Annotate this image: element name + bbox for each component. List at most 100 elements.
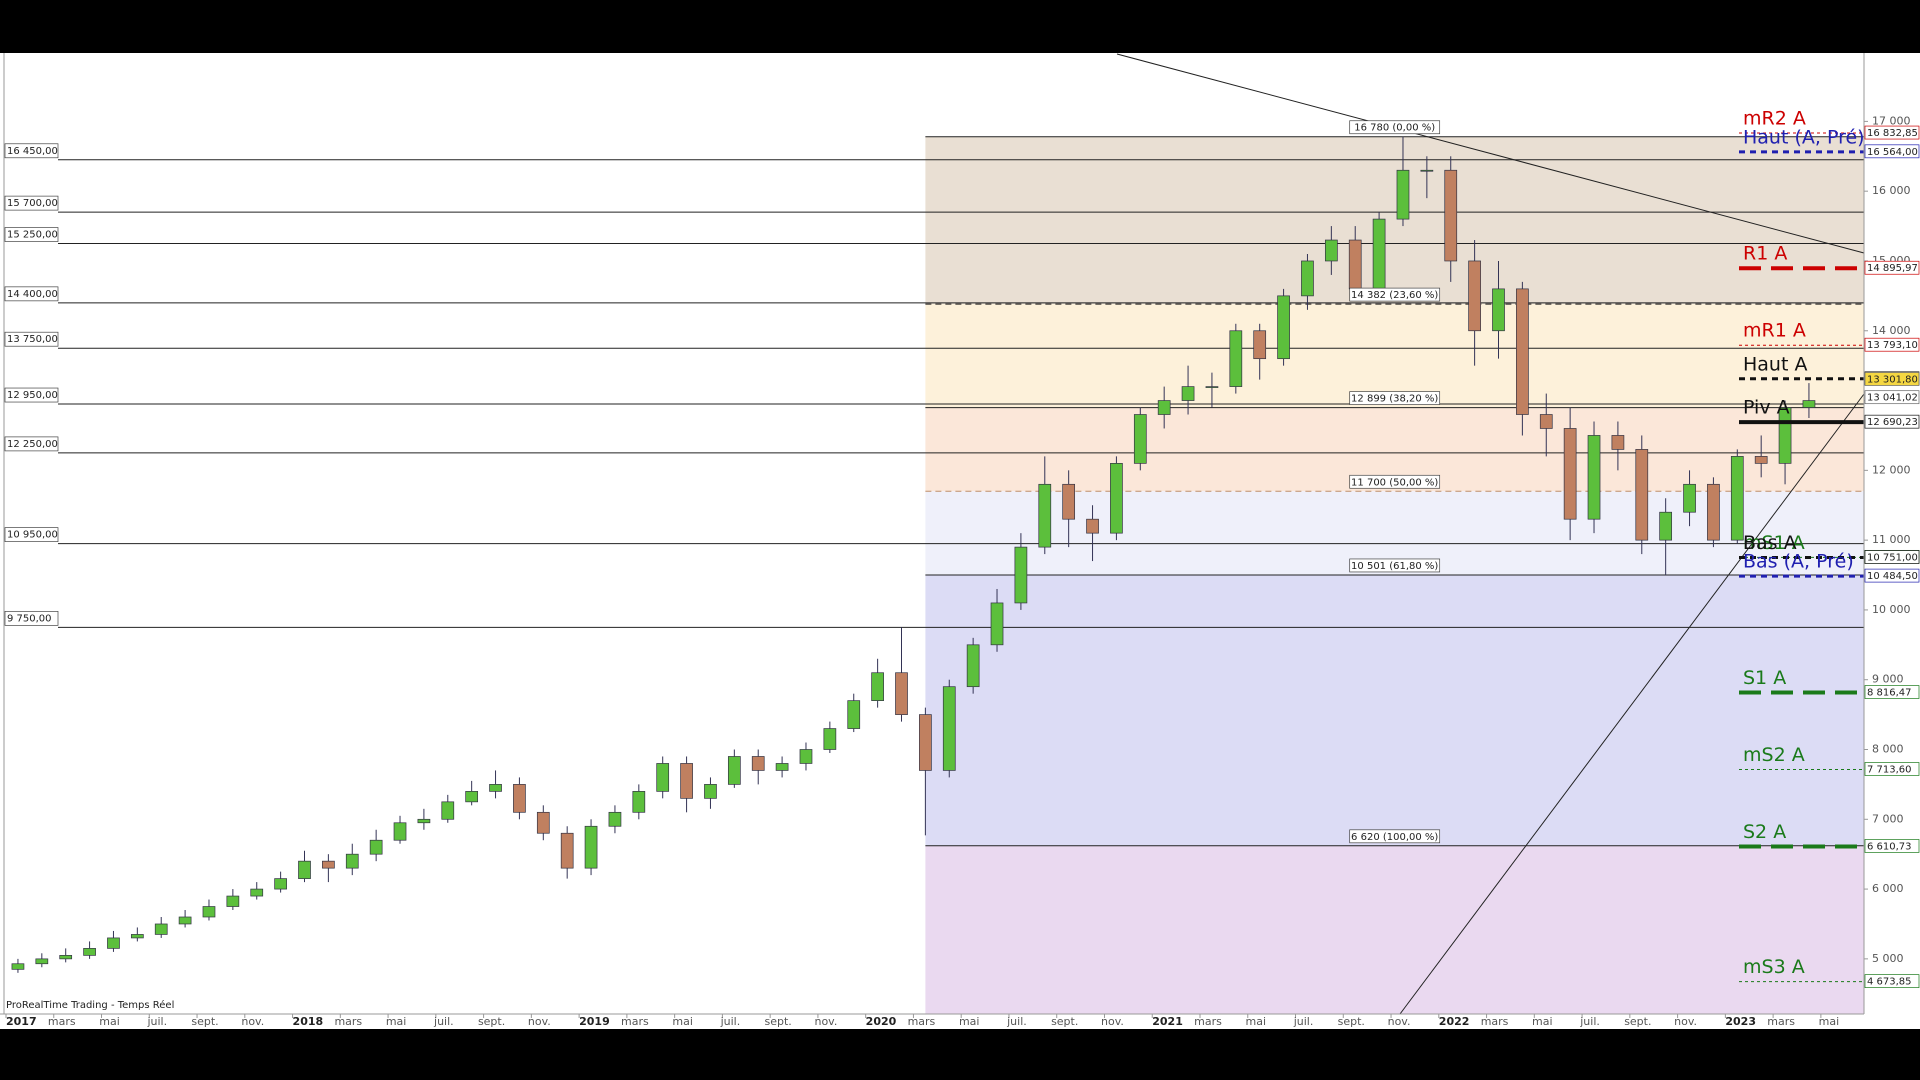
x-tick-label: mars bbox=[908, 1015, 936, 1028]
candle-body bbox=[1038, 483, 1052, 548]
candle-body bbox=[226, 895, 240, 907]
candles bbox=[11, 136, 1816, 973]
candle-body bbox=[799, 749, 813, 764]
price-box bbox=[1864, 390, 1920, 405]
x-tick-label: 2019 bbox=[579, 1015, 610, 1028]
candle-body bbox=[35, 958, 49, 965]
price-box bbox=[1864, 125, 1920, 140]
candle-body bbox=[1587, 435, 1601, 520]
candle-body bbox=[1420, 169, 1434, 172]
x-tick-label: mars bbox=[1767, 1015, 1795, 1028]
levels bbox=[58, 136, 1864, 847]
candle-body bbox=[130, 934, 144, 939]
x-tick-label: mars bbox=[334, 1015, 362, 1028]
level-label: 15 700,00 bbox=[7, 198, 58, 209]
candle-body bbox=[1014, 546, 1028, 604]
x-tick-label: 2018 bbox=[293, 1015, 324, 1028]
candle-body bbox=[584, 825, 598, 869]
candle-body bbox=[1253, 330, 1267, 360]
y-tick-label: 14 000 bbox=[1872, 324, 1911, 337]
candle-body bbox=[1707, 483, 1720, 541]
price-box bbox=[1864, 974, 1920, 988]
candle-body bbox=[298, 860, 311, 879]
y-tick-label: 17 000 bbox=[1872, 114, 1911, 127]
level-label-box bbox=[4, 143, 59, 159]
price-label: 13 793,10 bbox=[1867, 340, 1918, 351]
price-box bbox=[1864, 550, 1920, 564]
candle-body bbox=[990, 602, 1004, 646]
x-tick-label: nov. bbox=[1101, 1015, 1124, 1028]
pivot-label: mR2 A bbox=[1743, 108, 1806, 130]
x-tick-label: mars bbox=[1194, 1015, 1222, 1028]
x-tick-label: sept. bbox=[1051, 1015, 1078, 1028]
pivot-label: Bas (A, Pré) bbox=[1743, 551, 1854, 573]
fib-zone bbox=[925, 136, 1864, 305]
candle-body bbox=[441, 801, 455, 820]
price-label: 7 713,60 bbox=[1867, 764, 1912, 775]
candle-body bbox=[250, 888, 264, 897]
y-tick-label: 7 000 bbox=[1872, 812, 1904, 825]
pivot-label: mS3 A bbox=[1743, 956, 1805, 978]
candle-body bbox=[1229, 330, 1243, 387]
fib-label: 11 700 (50,00 %) bbox=[1351, 477, 1438, 488]
level-label: 12 250,00 bbox=[7, 439, 58, 450]
level-label-box bbox=[4, 611, 59, 626]
fib-label-box bbox=[1349, 391, 1441, 405]
candle-body bbox=[1802, 400, 1816, 408]
price-label: 4 673,85 bbox=[1867, 977, 1912, 988]
pivot-label: Bas A bbox=[1743, 532, 1797, 554]
x-tick-label: mai bbox=[1246, 1015, 1267, 1028]
price-box bbox=[1864, 685, 1920, 699]
candle-body bbox=[632, 791, 646, 813]
x-tick-label: juil. bbox=[1579, 1015, 1600, 1028]
level-label: 12 950,00 bbox=[7, 390, 58, 401]
price-box bbox=[1864, 372, 1920, 386]
candle-body bbox=[1062, 483, 1076, 520]
x-tick-label: nov. bbox=[241, 1015, 264, 1028]
candle-body bbox=[1324, 239, 1338, 262]
x-tick-label: 2017 bbox=[6, 1015, 37, 1028]
candle-body bbox=[1277, 295, 1290, 360]
candle-body bbox=[83, 948, 96, 956]
x-tick-label: mai bbox=[386, 1015, 407, 1028]
fib-label-box bbox=[1349, 120, 1441, 135]
candle-body bbox=[1730, 456, 1744, 541]
fib-label: 14 382 (23,60 %) bbox=[1351, 290, 1438, 301]
fib-label: 16 780 (0,00 %) bbox=[1354, 123, 1435, 134]
level-label: 15 250,00 bbox=[7, 230, 58, 241]
price-label: 10 751,00 bbox=[1867, 553, 1918, 564]
candle-body bbox=[1563, 428, 1577, 520]
price-label: 8 816,47 bbox=[1867, 688, 1912, 699]
y-tick-label: 9 000 bbox=[1872, 673, 1904, 686]
candle-body bbox=[919, 714, 932, 771]
candle-body bbox=[1372, 218, 1386, 290]
price-label: 12 690,23 bbox=[1867, 417, 1918, 428]
fib-zone bbox=[925, 574, 1864, 846]
x-tick-label: juil. bbox=[1006, 1015, 1027, 1028]
x-tick-label: nov. bbox=[528, 1015, 551, 1028]
candle-body bbox=[369, 839, 383, 855]
x-tick-label: nov. bbox=[1388, 1015, 1411, 1028]
pivot-label: S2 A bbox=[1743, 821, 1786, 843]
candle-body bbox=[1635, 449, 1649, 541]
price-box bbox=[1864, 144, 1920, 159]
trend-line bbox=[1116, 53, 1865, 254]
price-label: 13 041,02 bbox=[1867, 393, 1918, 404]
annotations: 16 780 (0,00 %) 14 382 (23,60 %) 12 899 (3… bbox=[4, 108, 1865, 983]
candle-body bbox=[1133, 414, 1147, 464]
x-tick-label: juil. bbox=[1293, 1015, 1314, 1028]
fib-label-box bbox=[1349, 558, 1441, 573]
candle-body bbox=[1611, 435, 1625, 450]
price-label: 10 484,50 bbox=[1867, 571, 1918, 582]
candle-body bbox=[1754, 456, 1768, 464]
fib-label: 6 620 (100,00 %) bbox=[1351, 832, 1438, 843]
candle-body bbox=[966, 644, 980, 688]
price-box bbox=[1864, 337, 1920, 352]
level-label-box bbox=[4, 195, 59, 211]
bottom-bar bbox=[0, 1029, 1920, 1080]
candle-body bbox=[1301, 260, 1314, 297]
price-box bbox=[1864, 839, 1920, 853]
price-label: 16 564,00 bbox=[1867, 147, 1918, 158]
x-tick-label: nov. bbox=[1674, 1015, 1697, 1028]
